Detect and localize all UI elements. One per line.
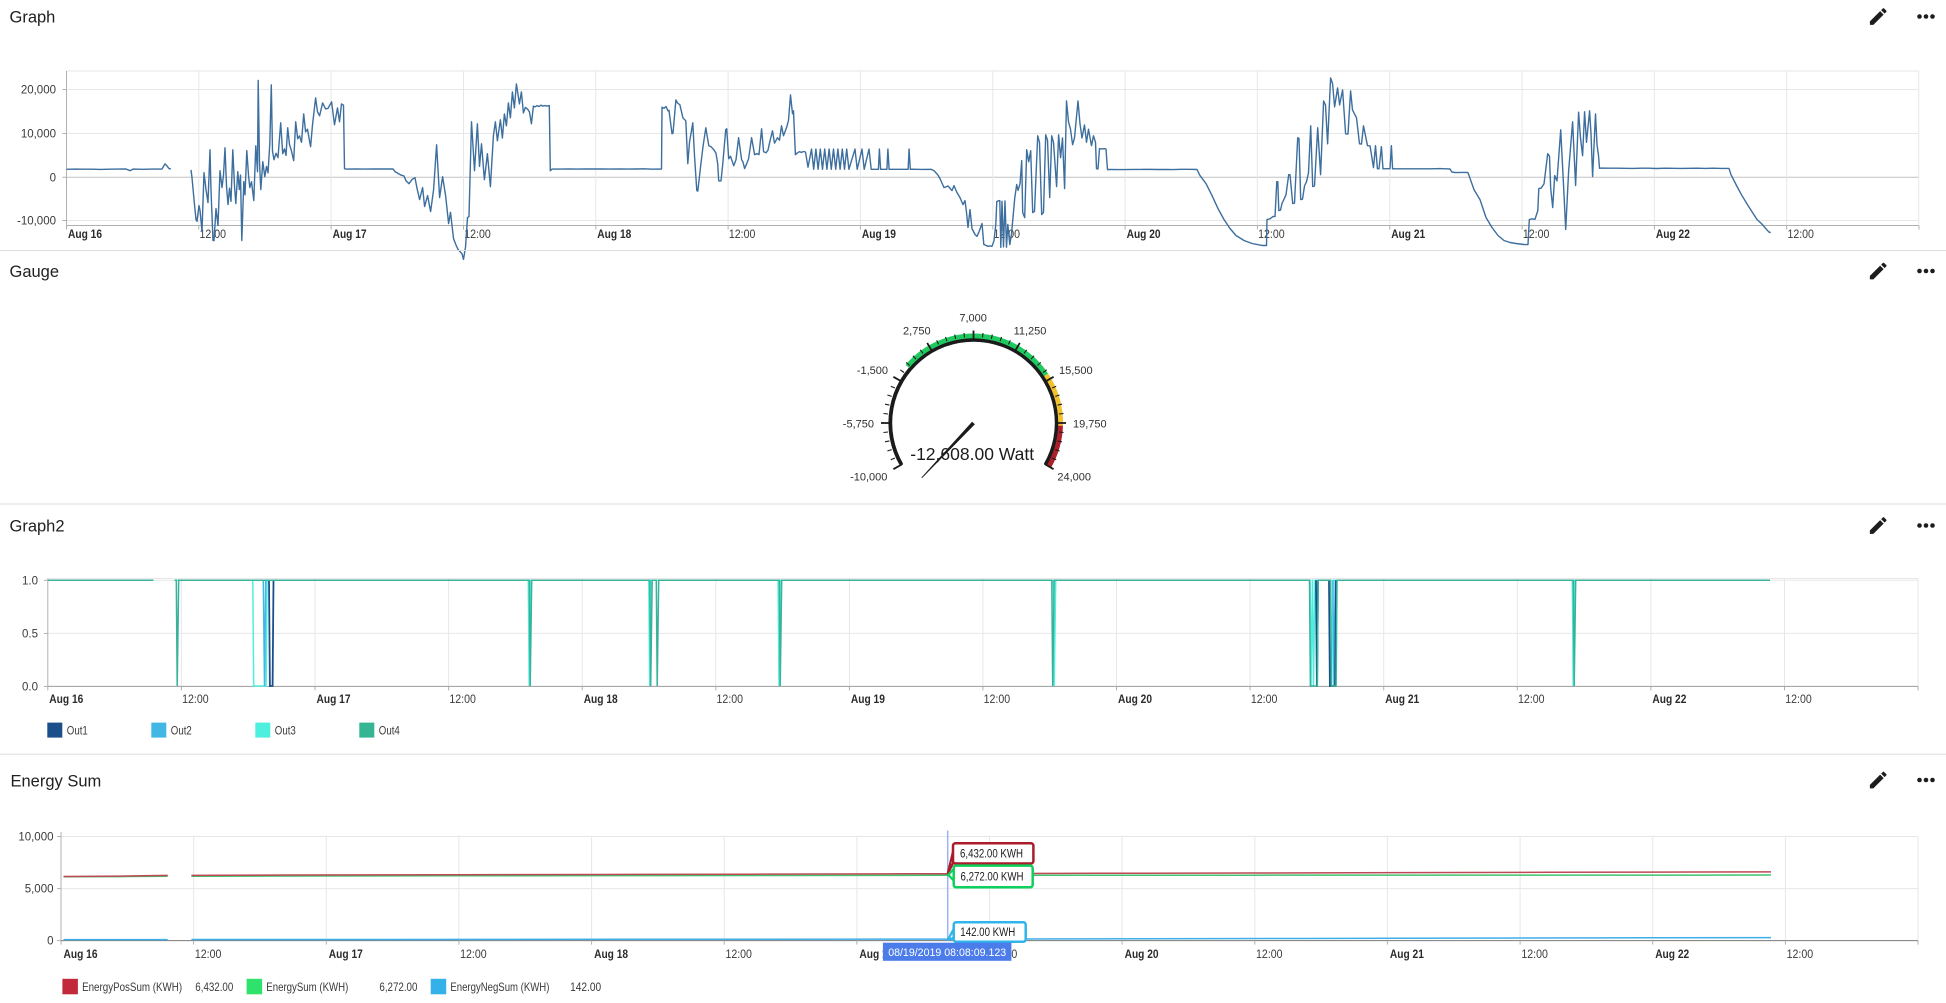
svg-text:12:00: 12:00 [717, 694, 744, 706]
svg-text:Aug 18: Aug 18 [597, 229, 632, 241]
svg-text:Out4: Out4 [379, 724, 400, 738]
svg-text:EnergySum (KWH): EnergySum (KWH) [266, 980, 348, 994]
svg-text:Graph: Graph [10, 9, 56, 27]
svg-text:Out1: Out1 [67, 724, 88, 738]
svg-text:6,272.00: 6,272.00 [379, 980, 417, 994]
svg-text:Aug 21: Aug 21 [1385, 694, 1420, 706]
svg-text:Aug 17: Aug 17 [329, 949, 363, 961]
svg-text:08/19/2019 08:08:09.123: 08/19/2019 08:08:09.123 [888, 947, 1006, 959]
svg-text:7,000: 7,000 [959, 313, 987, 325]
svg-text:6,432.00 KWH: 6,432.00 KWH [960, 849, 1023, 861]
svg-text:20,000: 20,000 [21, 85, 56, 97]
svg-text:Aug 16: Aug 16 [49, 694, 83, 706]
svg-text:Aug 18: Aug 18 [584, 694, 619, 706]
svg-text:10,000: 10,000 [21, 129, 56, 141]
svg-text:-10,000: -10,000 [850, 472, 887, 484]
svg-text:Aug 20: Aug 20 [1127, 229, 1161, 241]
svg-text:24,000: 24,000 [1057, 472, 1091, 484]
svg-text:12:00: 12:00 [182, 694, 209, 706]
svg-text:Out2: Out2 [171, 724, 192, 738]
svg-text:12:00: 12:00 [460, 949, 487, 961]
svg-text:Aug 21: Aug 21 [1391, 229, 1426, 241]
svg-text:Out3: Out3 [275, 724, 296, 738]
svg-text:11,250: 11,250 [1014, 326, 1047, 338]
svg-text:Energy Sum: Energy Sum [11, 773, 102, 791]
svg-text:Aug 22: Aug 22 [1652, 694, 1686, 706]
svg-text:12:00: 12:00 [1258, 229, 1285, 241]
svg-text:142.00 KWH: 142.00 KWH [960, 927, 1015, 939]
svg-text:12:00: 12:00 [984, 694, 1011, 706]
svg-text:12:00: 12:00 [195, 949, 222, 961]
svg-text:1.0: 1.0 [22, 575, 38, 587]
svg-text:10,000: 10,000 [18, 832, 53, 844]
svg-text:12:00: 12:00 [449, 694, 476, 706]
svg-text:6,432.00: 6,432.00 [195, 980, 233, 994]
svg-text:0.0: 0.0 [22, 681, 38, 693]
svg-text:Gauge: Gauge [10, 263, 60, 281]
svg-text:5,000: 5,000 [25, 884, 54, 896]
svg-text:Aug 21: Aug 21 [1390, 949, 1425, 961]
svg-text:0.5: 0.5 [22, 628, 38, 640]
svg-text:12:00: 12:00 [1521, 949, 1548, 961]
svg-text:-5,750: -5,750 [843, 418, 874, 430]
svg-text:12:00: 12:00 [1256, 949, 1283, 961]
svg-text:Aug 20: Aug 20 [1125, 949, 1159, 961]
svg-text:12:00: 12:00 [1251, 694, 1278, 706]
svg-text:142.00: 142.00 [570, 980, 601, 994]
svg-text:12:00: 12:00 [464, 229, 491, 241]
svg-text:12:00: 12:00 [1787, 949, 1814, 961]
svg-text:Aug 22: Aug 22 [1656, 229, 1690, 241]
svg-text:15,500: 15,500 [1059, 365, 1093, 377]
svg-text:12:00: 12:00 [1787, 229, 1814, 241]
svg-text:19,750: 19,750 [1073, 418, 1107, 430]
svg-text:EnergyNegSum (KWH): EnergyNegSum (KWH) [450, 980, 549, 994]
svg-text:Aug 22: Aug 22 [1655, 949, 1689, 961]
svg-text:-12,608.00 Watt: -12,608.00 Watt [910, 444, 1034, 464]
svg-text:12:00: 12:00 [1523, 229, 1550, 241]
svg-text:2,750: 2,750 [903, 326, 931, 338]
svg-text:Graph2: Graph2 [10, 518, 65, 536]
svg-text:12:00: 12:00 [729, 229, 756, 241]
svg-text:0: 0 [50, 172, 56, 184]
svg-text:6,272.00 KWH: 6,272.00 KWH [961, 872, 1024, 884]
svg-text:-1,500: -1,500 [857, 365, 888, 377]
svg-text:Aug 17: Aug 17 [317, 694, 351, 706]
svg-text:Aug 17: Aug 17 [333, 229, 367, 241]
svg-text:12:00: 12:00 [725, 949, 752, 961]
svg-text:-10,000: -10,000 [17, 216, 56, 228]
svg-text:Aug 19: Aug 19 [862, 229, 896, 241]
svg-text:12:00: 12:00 [1518, 694, 1545, 706]
svg-text:Aug 19: Aug 19 [851, 694, 885, 706]
svg-text:Aug 18: Aug 18 [594, 949, 629, 961]
svg-text:Aug 20: Aug 20 [1118, 694, 1152, 706]
svg-text:EnergyPosSum (KWH): EnergyPosSum (KWH) [82, 980, 182, 994]
svg-text:Aug 16: Aug 16 [68, 229, 102, 241]
svg-text:0: 0 [47, 936, 53, 948]
svg-text:Aug 16: Aug 16 [64, 949, 98, 961]
svg-text:12:00: 12:00 [1785, 694, 1812, 706]
